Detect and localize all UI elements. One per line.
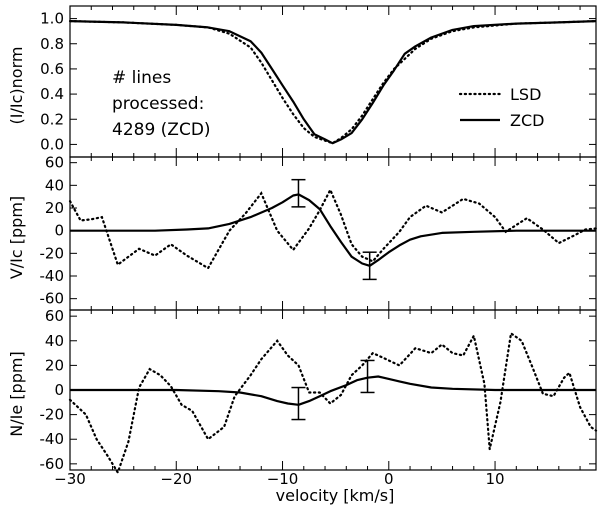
series-line-zcd [70, 193, 596, 267]
y-tick-label: 40 [45, 176, 64, 194]
y-tick-label: 0 [54, 381, 64, 399]
y-tick-label: 60 [45, 307, 64, 325]
x-tick-label: −30 [54, 470, 86, 488]
y-tick-label: -40 [40, 430, 65, 448]
y-axis-title: V/Ic [ppm] [7, 196, 26, 279]
panel-frame [69, 156, 597, 311]
x-tick-label: 0 [384, 470, 394, 488]
y-tick-label: 0 [54, 222, 64, 240]
series-line-zcd [70, 375, 596, 406]
panel-2: -60 -40 -20 0 20 40 60 V/Ic [ppm] [7, 154, 598, 311]
series-line-lsd [68, 20, 598, 145]
y-tick-label: -20 [40, 244, 65, 262]
x-tick-label: −20 [160, 470, 192, 488]
series-line-lsd [68, 187, 598, 270]
y-tick-label: -40 [40, 267, 65, 285]
panels-layer: 0.0 0.2 0.4 0.6 0.8 1.0 (I/Ic)norm # lines proce… [7, 5, 598, 488]
x-tick-label: −10 [267, 470, 299, 488]
y-tick-label: 0.6 [40, 60, 64, 78]
y-axis-title: N/Ie [ppm] [7, 351, 26, 436]
y-tick-label: 60 [45, 154, 64, 172]
y-tick-label: 0.2 [40, 110, 64, 128]
y-tick-label: 1.0 [40, 10, 64, 28]
y-tick-label: 0.0 [40, 135, 64, 153]
annotation-line: 4289 (ZCD) [112, 120, 211, 140]
y-tick-label: -60 [40, 455, 65, 473]
y-tick-label: 40 [45, 332, 64, 350]
panel-3: -60 -40 -20 0 20 40 60 N/Ie [ppm] [7, 307, 598, 476]
series-line-zcd [69, 20, 597, 145]
series-line-lsd [68, 331, 598, 476]
legend-label-lsd: LSD [510, 85, 541, 104]
x-tick-label: 10 [486, 470, 505, 488]
y-tick-label: -20 [40, 406, 65, 424]
y-tick-label: 0.8 [40, 35, 64, 53]
panel-1: 0.0 0.2 0.4 0.6 0.8 1.0 (I/Ic)norm # lines proce… [7, 5, 598, 158]
y-axis-title: (I/Ic)norm [7, 47, 26, 125]
y-tick-label: 20 [45, 199, 64, 217]
annotation-line: processed: [112, 94, 204, 114]
annotation-line: # lines [112, 68, 171, 88]
legend-label-zcd: ZCD [510, 111, 544, 130]
y-tick-label: 20 [45, 356, 64, 374]
y-tick-label: -60 [40, 290, 65, 308]
x-axis-title: velocity [km/s] [276, 486, 395, 505]
y-tick-label: 0.4 [40, 85, 64, 103]
